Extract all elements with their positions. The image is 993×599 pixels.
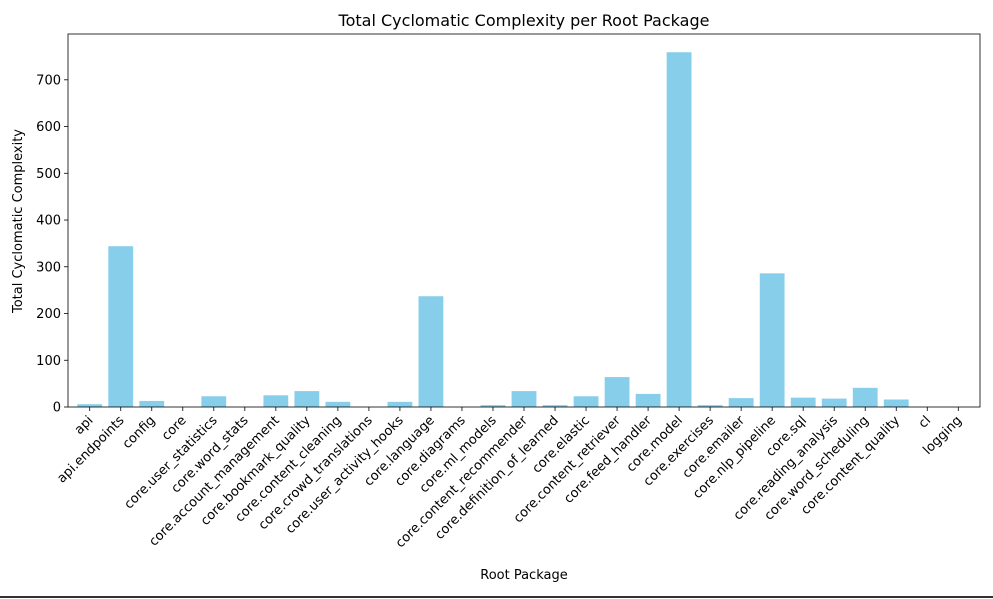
y-tick-label: 500	[36, 167, 61, 182]
bar	[418, 296, 444, 407]
bar	[759, 273, 785, 407]
axes-frame	[67, 33, 981, 408]
bar	[108, 246, 134, 407]
bar	[883, 399, 909, 407]
bar	[821, 398, 847, 407]
bar	[201, 396, 227, 407]
bar	[697, 405, 723, 407]
x-tick-label: cl	[916, 413, 934, 431]
bar	[480, 405, 506, 407]
bar	[263, 395, 289, 407]
bar	[666, 52, 692, 408]
y-tick-label: 300	[36, 260, 61, 275]
bar	[573, 396, 599, 407]
y-tick-label: 700	[36, 73, 61, 88]
x-tick-label: api	[72, 413, 97, 438]
bar	[139, 400, 165, 407]
y-tick-label: 600	[36, 120, 61, 135]
bar	[604, 377, 630, 407]
bar	[511, 391, 537, 407]
bottom-divider	[0, 596, 993, 598]
chart-title: Total Cyclomatic Complexity per Root Pac…	[338, 11, 710, 30]
y-tick-label: 100	[36, 354, 61, 369]
y-tick-label: 400	[36, 214, 61, 229]
bar	[852, 387, 878, 407]
y-axis-label: Total Cyclomatic Complexity	[11, 129, 26, 314]
x-tick-label: config	[120, 413, 159, 452]
bar	[387, 401, 413, 407]
bar	[325, 401, 351, 407]
x-axis-label: Root Package	[480, 568, 567, 583]
bar	[77, 404, 103, 407]
bar	[790, 397, 816, 407]
y-tick-label: 200	[36, 307, 61, 322]
bar	[728, 398, 754, 407]
y-tick-label: 0	[53, 401, 61, 416]
bar	[635, 393, 661, 407]
bar	[294, 391, 320, 407]
bar	[542, 405, 568, 407]
